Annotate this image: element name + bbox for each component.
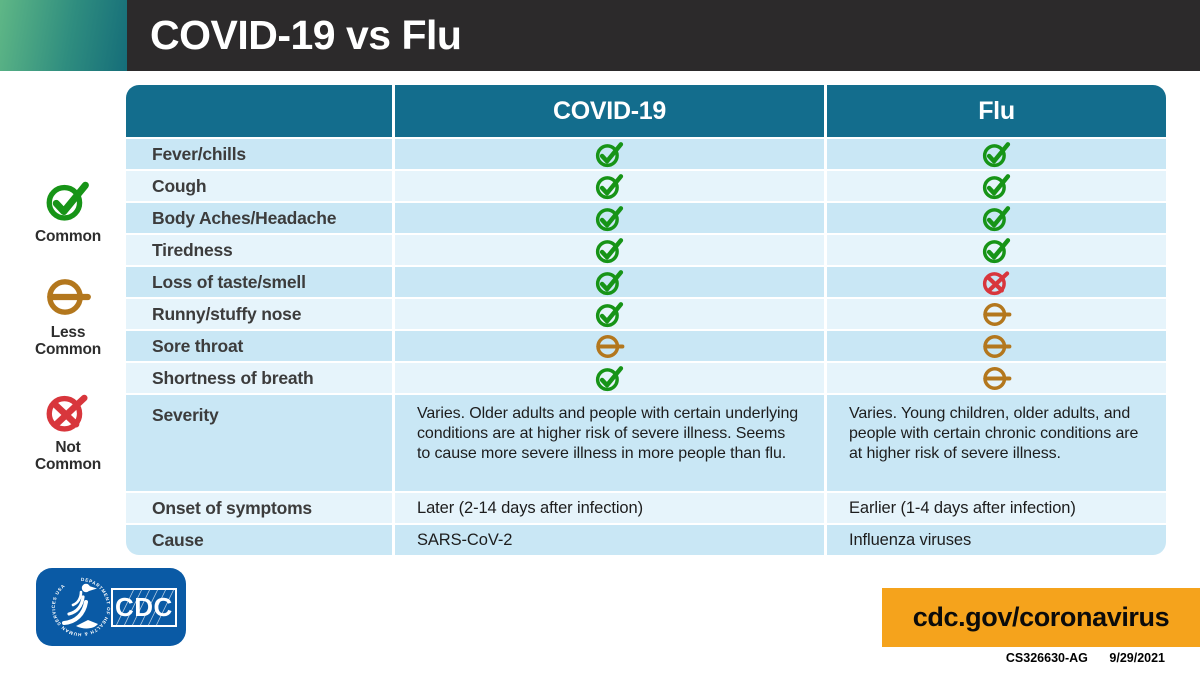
severity-covid-text: Varies. Older adults and people with cer…: [395, 395, 824, 491]
eagle-icon: [62, 590, 88, 625]
dash-circle-icon: [595, 333, 625, 360]
gradient-accent-square: [0, 0, 127, 71]
flu-status-cell: [827, 139, 1166, 169]
legend-not-common: Not Common: [22, 391, 114, 473]
row-label-severity: Severity: [126, 395, 392, 491]
check-circle-icon: [595, 269, 625, 296]
row-label: Shortness of breath: [126, 363, 392, 393]
row-label: Body Aches/Headache: [126, 203, 392, 233]
check-circle-icon: [982, 173, 1012, 200]
check-circle-icon: [45, 180, 92, 222]
top-bar: COVID-19 vs Flu: [0, 0, 1200, 71]
header-covid: COVID-19: [395, 85, 824, 137]
row-label: Tiredness: [126, 235, 392, 265]
flu-status-cell: [827, 235, 1166, 265]
x-circle-icon: [982, 269, 1012, 296]
check-circle-icon: [595, 205, 625, 232]
flu-status-cell: [827, 203, 1166, 233]
covid-status-cell: [395, 267, 824, 297]
check-circle-icon: [982, 141, 1012, 168]
legend-label: Not Common: [35, 439, 101, 473]
row-label: Fever/chills: [126, 139, 392, 169]
row-label: Cough: [126, 171, 392, 201]
flu-status-cell: [827, 331, 1166, 361]
flu-status-cell: [827, 363, 1166, 393]
check-circle-icon: [595, 141, 625, 168]
flu-status-cell: [827, 299, 1166, 329]
header-flu: Flu: [827, 85, 1166, 137]
cdc-acronym: CDC: [115, 592, 173, 622]
row-label: Loss of taste/smell: [126, 267, 392, 297]
covid-status-cell: [395, 299, 824, 329]
row-label: Runny/stuffy nose: [126, 299, 392, 329]
page-title: COVID-19 vs Flu: [150, 12, 462, 58]
covid-status-cell: [395, 171, 824, 201]
legend-label: Less Common: [35, 324, 101, 358]
link-text[interactable]: cdc.gov/coronavirus: [912, 602, 1170, 632]
dash-circle-icon: [982, 333, 1012, 360]
check-circle-icon: [982, 237, 1012, 264]
cdc-logo: DEPARTMENT OF HEALTH & HUMAN SERVICES US…: [36, 568, 186, 646]
onset-flu-text: Earlier (1-4 days after infection): [827, 493, 1166, 523]
dash-circle-icon: [982, 301, 1012, 328]
cdc-wordmark: CDC: [111, 588, 177, 627]
covid-status-cell: [395, 331, 824, 361]
document-code-line: CS326630-AG 9/29/2021: [1006, 651, 1165, 665]
dash-circle-icon: [982, 365, 1012, 392]
doc-date: 9/29/2021: [1109, 651, 1165, 665]
x-circle-icon: [45, 391, 92, 433]
legend-less-common: Less Common: [22, 276, 114, 358]
check-circle-icon: [595, 301, 625, 328]
check-circle-icon: [595, 237, 625, 264]
covid-status-cell: [395, 235, 824, 265]
flu-status-cell: [827, 267, 1166, 297]
check-circle-icon: [595, 173, 625, 200]
covid-status-cell: [395, 203, 824, 233]
check-circle-icon: [595, 365, 625, 392]
severity-flu-text: Varies. Young children, older adults, an…: [827, 395, 1166, 491]
header-empty-cell: [126, 85, 392, 137]
comparison-table: COVID-19 Flu Fever/chills Cough Body Ach…: [126, 85, 1166, 555]
covid-status-cell: [395, 363, 824, 393]
row-label: Sore throat: [126, 331, 392, 361]
cdc-coronavirus-link[interactable]: cdc.gov/coronavirus: [882, 588, 1200, 647]
onset-covid-text: Later (2-14 days after infection): [395, 493, 824, 523]
legend-label: Common: [35, 228, 101, 245]
row-label-cause: Cause: [126, 525, 392, 555]
flu-status-cell: [827, 171, 1166, 201]
cause-covid-text: SARS-CoV-2: [395, 525, 824, 555]
legend-common: Common: [22, 180, 114, 246]
cause-flu-text: Influenza viruses: [827, 525, 1166, 555]
dash-circle-icon: [45, 276, 92, 318]
cdc-hhs-emblem: DEPARTMENT OF HEALTH & HUMAN SERVICES US…: [51, 577, 177, 637]
check-circle-icon: [982, 205, 1012, 232]
covid-status-cell: [395, 139, 824, 169]
doc-code: CS326630-AG: [1005, 651, 1088, 665]
row-label-onset: Onset of symptoms: [126, 493, 392, 523]
